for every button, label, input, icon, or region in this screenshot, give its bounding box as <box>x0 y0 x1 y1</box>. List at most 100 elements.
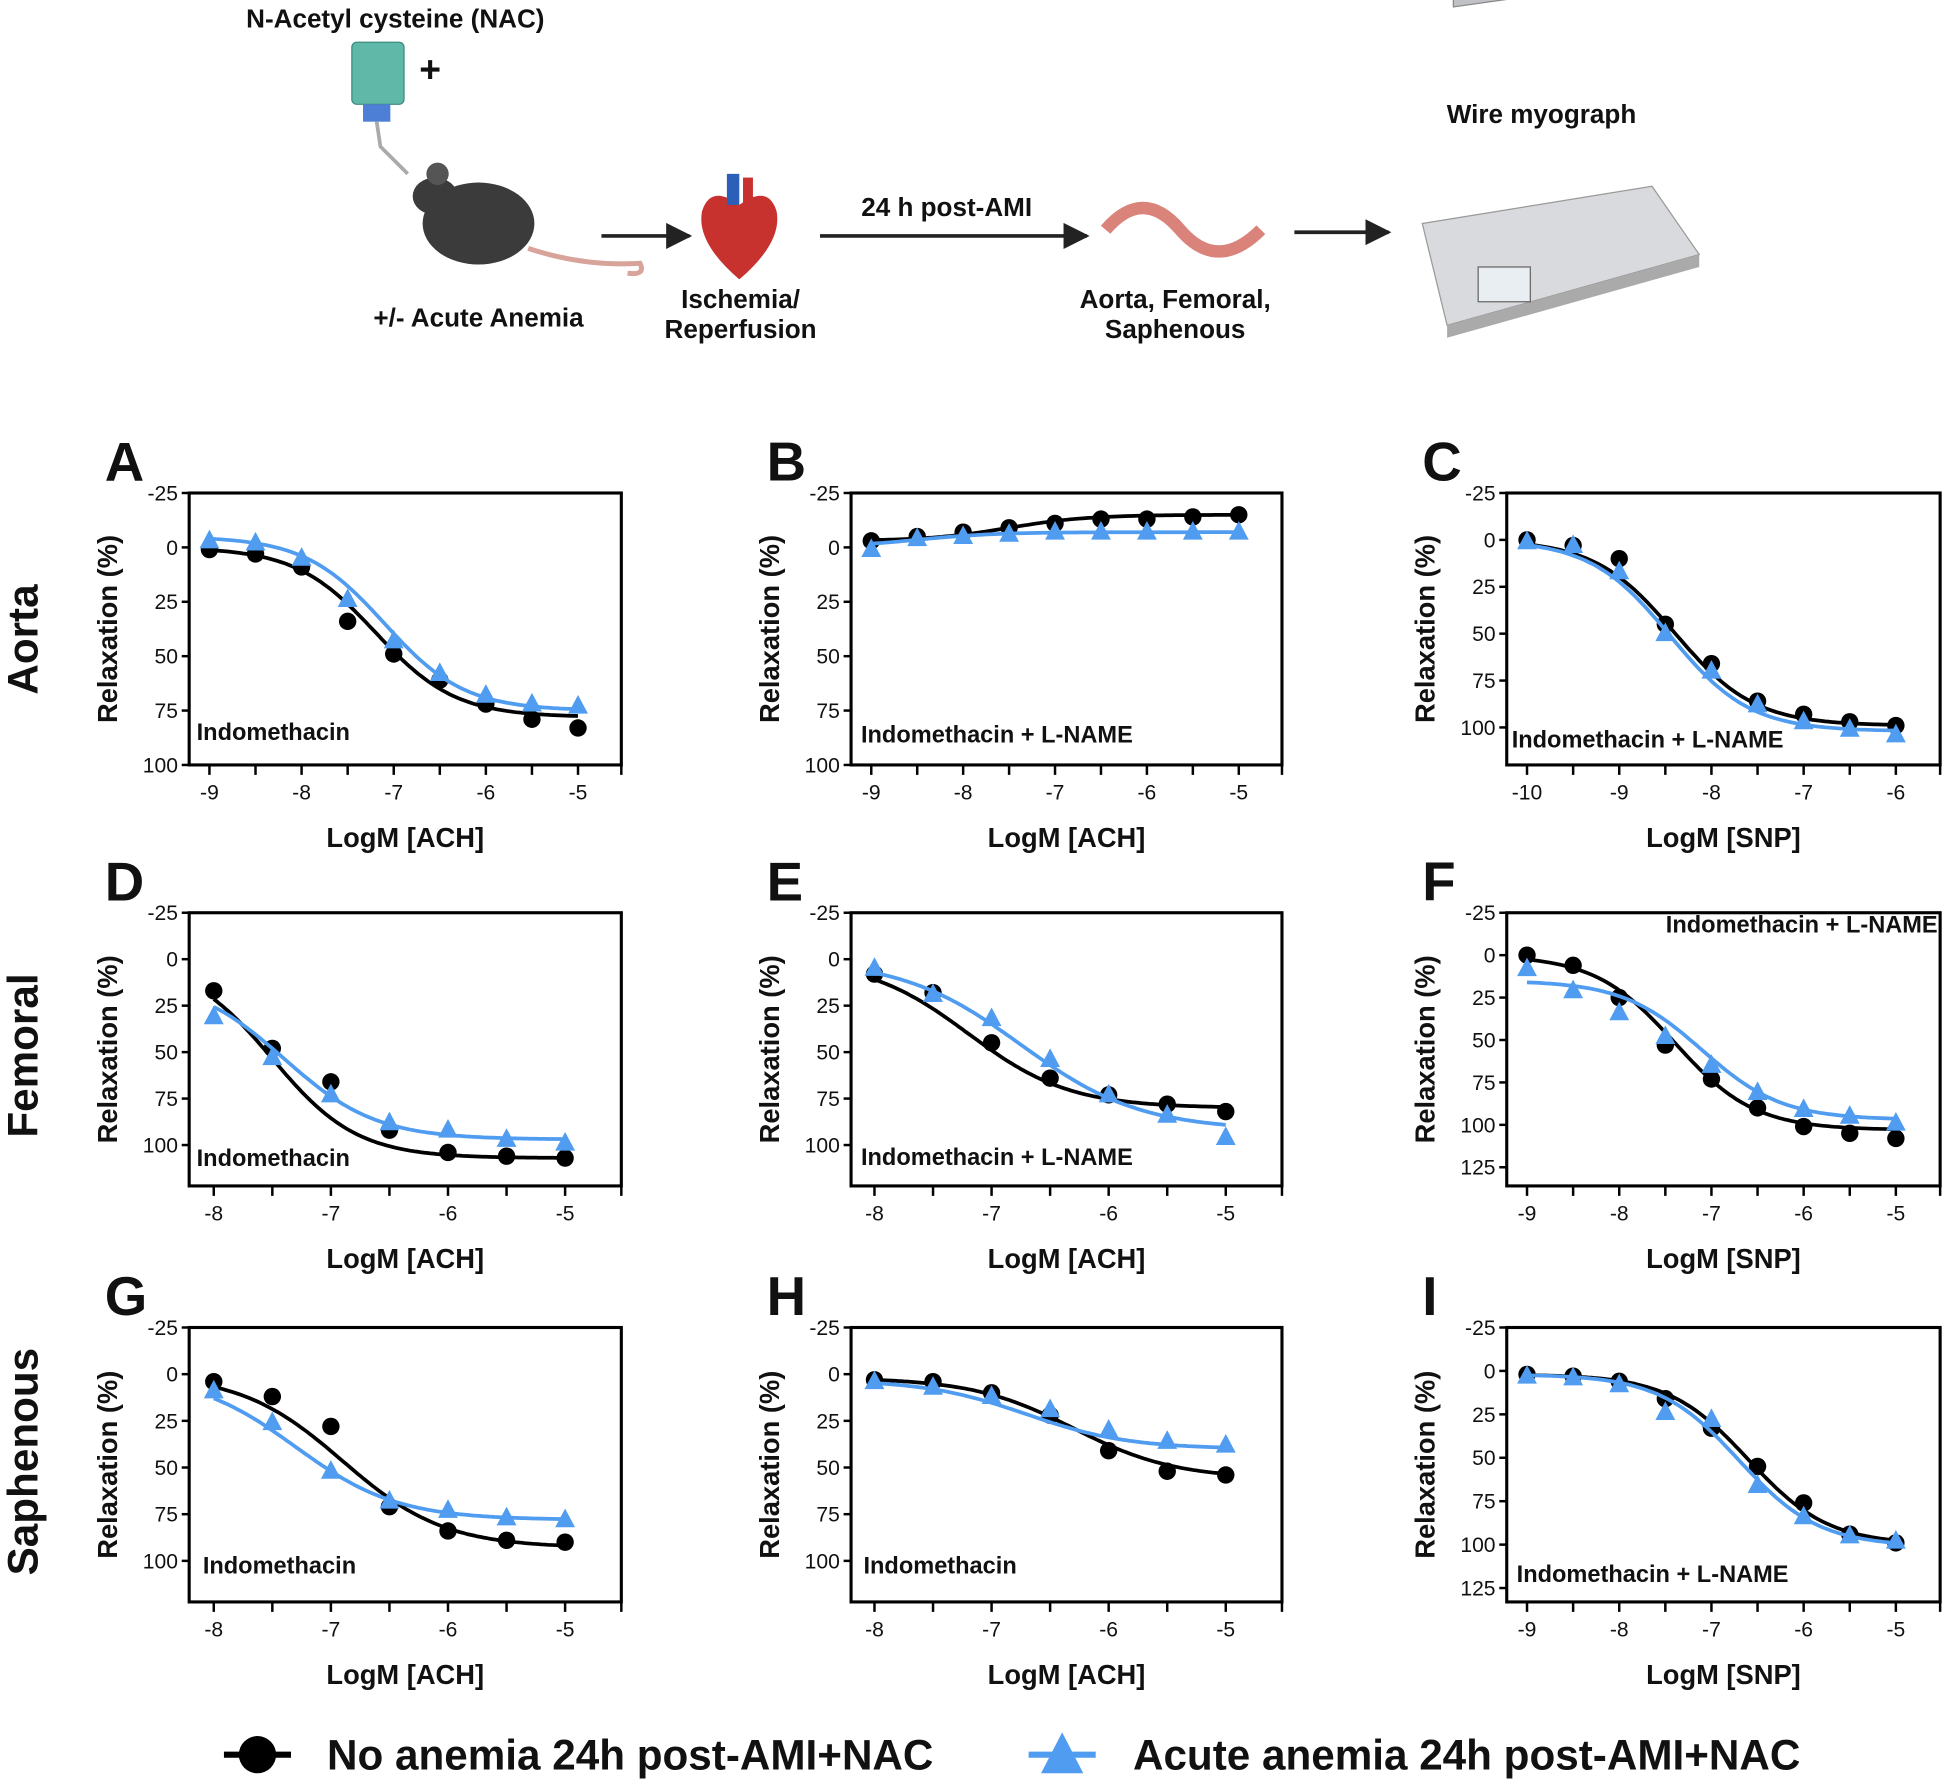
data-point-circle <box>556 1149 574 1167</box>
row-label-saphenous: Saphenous <box>0 1348 47 1576</box>
y-axis-label: Relaxation (%) <box>1410 955 1441 1143</box>
y-tick-label: 100 <box>1460 717 1495 740</box>
data-point-triangle <box>337 588 358 608</box>
x-tick-label: -8 <box>954 782 973 805</box>
nac-label: N-Acetyl cysteine (NAC) <box>246 3 544 33</box>
x-tick-label: -5 <box>556 1203 575 1226</box>
x-tick-label: -8 <box>1610 1203 1629 1226</box>
x-tick-label: -10 <box>1512 782 1543 805</box>
y-axis-label: Relaxation (%) <box>754 955 785 1143</box>
data-point-triangle <box>864 1370 885 1390</box>
panel-letter: H <box>767 1266 806 1327</box>
data-point-triangle <box>1040 1048 1061 1068</box>
data-point-triangle <box>864 957 885 976</box>
x-tick-label: -8 <box>865 1619 884 1642</box>
data-point-triangle <box>1839 1524 1860 1544</box>
chart-panel-h: H-25 0 25 50 75 100 -8 -7 -6 -5 LogM [ACH] Relaxati… <box>754 1266 1284 1690</box>
condition-annotation: Indomethacin + L-NAME <box>1517 1561 1789 1587</box>
plot-frame <box>1505 491 1942 767</box>
x-tick-label: -5 <box>1886 1203 1905 1226</box>
y-axis-label: Relaxation (%) <box>92 535 123 723</box>
fit-curve-series-1 <box>1526 542 1896 727</box>
data-point-triangle <box>981 1385 1002 1405</box>
x-tick-label: -8 <box>1610 1619 1629 1642</box>
y-tick-label: 25 <box>1472 987 1495 1010</box>
y-tick-label: 50 <box>155 1457 178 1480</box>
chart-panel-b: B-25 0 25 50 75 100 -9 -8 -7 -6 -5 LogM [ACH] Relaxa… <box>754 432 1284 853</box>
data-point-triangle <box>262 1411 283 1431</box>
x-tick-label: -6 <box>1886 782 1905 805</box>
condition-annotation: Indomethacin <box>863 1552 1016 1578</box>
data-point-triangle <box>1563 1366 1584 1386</box>
data-point-triangle <box>1517 1364 1537 1384</box>
x-axis-label: LogM [SNP] <box>1646 822 1801 853</box>
data-point-triangle <box>1215 1126 1236 1146</box>
data-point-triangle <box>1655 1025 1676 1045</box>
data-point-triangle <box>429 662 450 682</box>
row-label-femoral: Femoral <box>0 973 47 1137</box>
data-point-circle <box>556 1533 574 1551</box>
y-axis-label: Relaxation (%) <box>754 1371 785 1559</box>
y-tick-label: 50 <box>816 1042 839 1065</box>
y-tick-label: 50 <box>816 646 839 669</box>
data-point-circle <box>1217 1466 1235 1484</box>
y-tick-label: -25 <box>1465 482 1496 505</box>
time-label: 24 h post-AMI <box>861 192 1032 222</box>
data-point-circle <box>205 982 223 1000</box>
data-point-circle <box>1158 1462 1176 1480</box>
data-point-triangle <box>262 1046 283 1066</box>
x-axis-label: LogM [ACH] <box>326 1243 484 1274</box>
vessels-label-line2: Saphenous <box>1105 314 1245 344</box>
y-tick-label: 0 <box>1484 1360 1496 1383</box>
data-point-circle <box>1748 1457 1767 1476</box>
data-point-triangle <box>320 1460 341 1479</box>
y-tick-label: 0 <box>166 949 178 972</box>
data-point-triangle <box>1098 1419 1119 1438</box>
data-point-triangle <box>907 527 928 547</box>
data-point-circle <box>982 1034 1001 1052</box>
y-tick-label: 100 <box>143 1550 178 1573</box>
data-point-circle <box>497 1531 516 1550</box>
data-point-circle <box>523 710 541 728</box>
data-point-circle <box>1841 1124 1859 1143</box>
x-tick-label: -9 <box>1518 1619 1537 1642</box>
x-tick-label: -7 <box>1702 1203 1721 1226</box>
y-tick-label: 25 <box>1472 576 1495 599</box>
x-tick-label: -8 <box>204 1203 223 1226</box>
data-point-triangle <box>379 1489 400 1509</box>
data-point-circle <box>439 1143 457 1162</box>
data-point-triangle <box>199 529 220 549</box>
data-point-triangle <box>1563 534 1584 553</box>
wire-myograph-icon <box>1421 0 1701 338</box>
y-tick-label: 0 <box>828 1364 840 1387</box>
y-tick-label: 100 <box>1460 1114 1495 1137</box>
data-point-triangle <box>496 1128 517 1147</box>
anemia-label: +/- Acute Anemia <box>373 303 584 333</box>
y-tick-label: 75 <box>1472 1072 1495 1095</box>
data-point-triangle <box>1793 1098 1814 1118</box>
fit-curve-series-2 <box>1526 543 1896 733</box>
y-tick-label: 25 <box>1472 1404 1495 1427</box>
nac-bottle-icon <box>351 41 410 176</box>
ir-label-line1: Ischemia/ <box>681 284 800 314</box>
data-point-triangle <box>475 684 496 703</box>
y-tick-label: 125 <box>1460 1577 1495 1600</box>
y-tick-label: 25 <box>816 995 839 1018</box>
y-tick-label: 0 <box>828 949 840 972</box>
x-tick-label: -6 <box>439 1203 458 1226</box>
y-tick-label: -25 <box>1465 1317 1496 1340</box>
data-point-triangle <box>438 1499 458 1518</box>
data-point-triangle <box>438 1118 458 1138</box>
y-tick-label: 75 <box>155 1088 178 1111</box>
fit-curve-series-2 <box>1526 1373 1897 1545</box>
x-tick-label: -7 <box>1794 782 1813 805</box>
x-tick-label: -7 <box>1702 1619 1721 1642</box>
data-point-circle <box>1041 1069 1059 1087</box>
y-tick-label: 0 <box>1484 529 1496 552</box>
x-tick-label: -7 <box>384 782 403 805</box>
x-tick-label: -6 <box>476 782 495 805</box>
y-tick-label: 75 <box>1472 670 1495 693</box>
data-point-triangle <box>245 531 266 551</box>
plot-frame <box>849 911 1284 1188</box>
y-tick-label: 75 <box>816 700 839 723</box>
